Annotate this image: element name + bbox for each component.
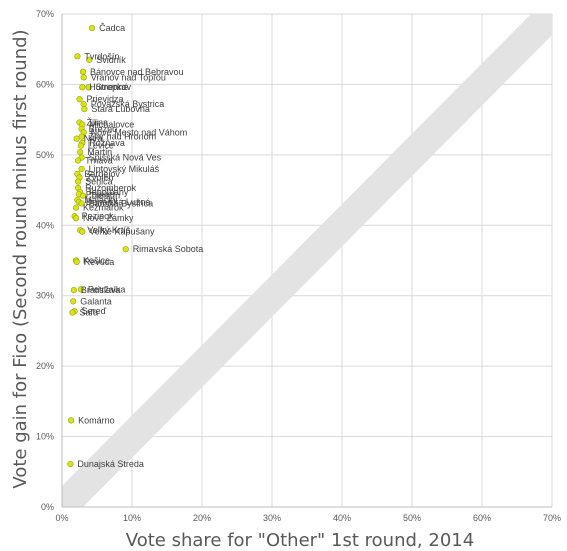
point-label: Dunajská Streda <box>77 459 144 469</box>
x-tick-label: 0% <box>55 513 68 523</box>
data-point <box>74 157 82 164</box>
point-label: Nitra <box>84 134 103 144</box>
data-point <box>77 142 84 149</box>
data-point <box>78 200 85 207</box>
point-label: Prievidza <box>87 94 124 104</box>
y-tick-label: 20% <box>36 361 54 371</box>
data-point <box>69 309 76 316</box>
point-label: Trnava <box>85 155 113 165</box>
point-label: Rožňava <box>89 138 125 148</box>
data-point <box>73 258 80 266</box>
data-point <box>86 56 93 63</box>
point-label: Nové Zámky <box>83 213 134 223</box>
point-label: Komárno <box>78 415 115 425</box>
data-point <box>70 286 77 294</box>
y-tick-label: 0% <box>41 502 54 512</box>
point-label: Humenné <box>89 82 128 92</box>
data-point <box>79 68 87 75</box>
point-label: Rimavská Sobota <box>133 244 204 254</box>
point-label: Trenčín <box>90 191 120 201</box>
x-axis-title: Vote share for "Other" 1st round, 2014 <box>126 530 474 551</box>
y-tick-label: 60% <box>36 79 54 89</box>
data-point <box>74 178 82 185</box>
data-point <box>67 417 75 424</box>
data-point <box>67 460 74 468</box>
point-label: Pezinok <box>82 211 115 221</box>
point-label: Petržalka <box>88 284 126 294</box>
point-label: Brezno <box>89 124 118 134</box>
data-points <box>67 24 129 468</box>
y-axis-title: Vote gain for Fico (Second round minus f… <box>10 29 31 488</box>
data-point <box>85 84 92 91</box>
point-label: Michalovce <box>89 120 134 130</box>
point-label: Svidník <box>96 55 126 65</box>
point-label: Čadca <box>99 23 125 33</box>
data-point <box>70 298 77 305</box>
y-tick-label: 30% <box>36 291 54 301</box>
point-label: Veľké Kapušany <box>89 227 155 237</box>
point-label: Levice <box>88 141 114 151</box>
point-label: Žiar nad Hronom <box>89 132 157 142</box>
data-point <box>88 24 96 32</box>
data-point <box>72 204 80 211</box>
point-label: Poprad <box>86 189 115 199</box>
data-point <box>74 53 81 60</box>
point-label: Malacky <box>84 195 118 205</box>
x-tick-label: 30% <box>263 513 281 523</box>
point-label: Veľký Krtíš <box>87 225 131 235</box>
data-point <box>122 246 129 253</box>
data-point <box>73 135 80 142</box>
point-label: Považská Bystrica <box>91 99 165 109</box>
data-point <box>72 215 80 222</box>
y-axis-ticks: 0% 10% 20% 30% 40% 50% 60% 70% <box>36 9 54 512</box>
point-label: Spišská Nová Ves <box>89 153 162 163</box>
point-label: Liptovský Mikuláš <box>89 164 160 174</box>
x-tick-label: 70% <box>543 513 561 523</box>
point-label: Galanta <box>80 296 112 306</box>
data-point <box>76 96 83 103</box>
data-point <box>80 74 87 81</box>
point-label: Kežmarok <box>83 203 124 213</box>
x-tick-label: 50% <box>403 513 421 523</box>
point-label: Šaľa <box>80 308 99 318</box>
point-label: Senica <box>85 177 113 187</box>
point-label: Nové Mesto nad Váhom <box>91 127 188 137</box>
data-point <box>78 165 85 173</box>
x-tick-label: 20% <box>193 513 211 523</box>
point-label: Bratislava <box>81 285 121 295</box>
point-label: Banská Bystrica <box>89 198 154 208</box>
data-point <box>77 286 84 293</box>
y-tick-label: 70% <box>36 9 54 19</box>
x-tick-label: 10% <box>123 513 141 523</box>
y-tick-label: 40% <box>36 220 54 230</box>
point-label: Sereď <box>82 306 107 316</box>
x-tick-label: 60% <box>473 513 491 523</box>
point-label: Zvolen <box>87 172 114 182</box>
data-point <box>79 192 87 199</box>
data-point <box>79 84 86 91</box>
point-label: Ružomberok <box>85 183 137 193</box>
point-label: Stropkov <box>96 82 132 92</box>
point-label: Bánovce nad Bebravou <box>90 67 184 77</box>
data-point <box>77 148 84 156</box>
point-label: Stará Ľubovňa <box>91 104 150 114</box>
point-label: Tvrdošín <box>84 51 119 61</box>
point-label: Žilina <box>87 117 109 127</box>
point-label: Topoľčany <box>87 187 129 197</box>
diagonal-band <box>62 14 552 507</box>
x-axis-ticks: 0% 10% 20% 30% 40% 50% 60% 70% <box>55 513 561 523</box>
y-tick-label: 50% <box>36 150 54 160</box>
point-label: Revúca <box>84 257 115 267</box>
point-label: Dunajská Lužná <box>86 197 151 207</box>
data-point <box>79 228 86 235</box>
data-point <box>81 105 88 113</box>
point-label: Vranov nad Topľou <box>91 72 166 82</box>
point-label: Košice <box>83 256 110 266</box>
point-label: Martin <box>87 147 112 157</box>
y-tick-label: 10% <box>36 432 54 442</box>
x-tick-label: 40% <box>333 513 351 523</box>
point-label: Bardejov <box>84 169 120 179</box>
